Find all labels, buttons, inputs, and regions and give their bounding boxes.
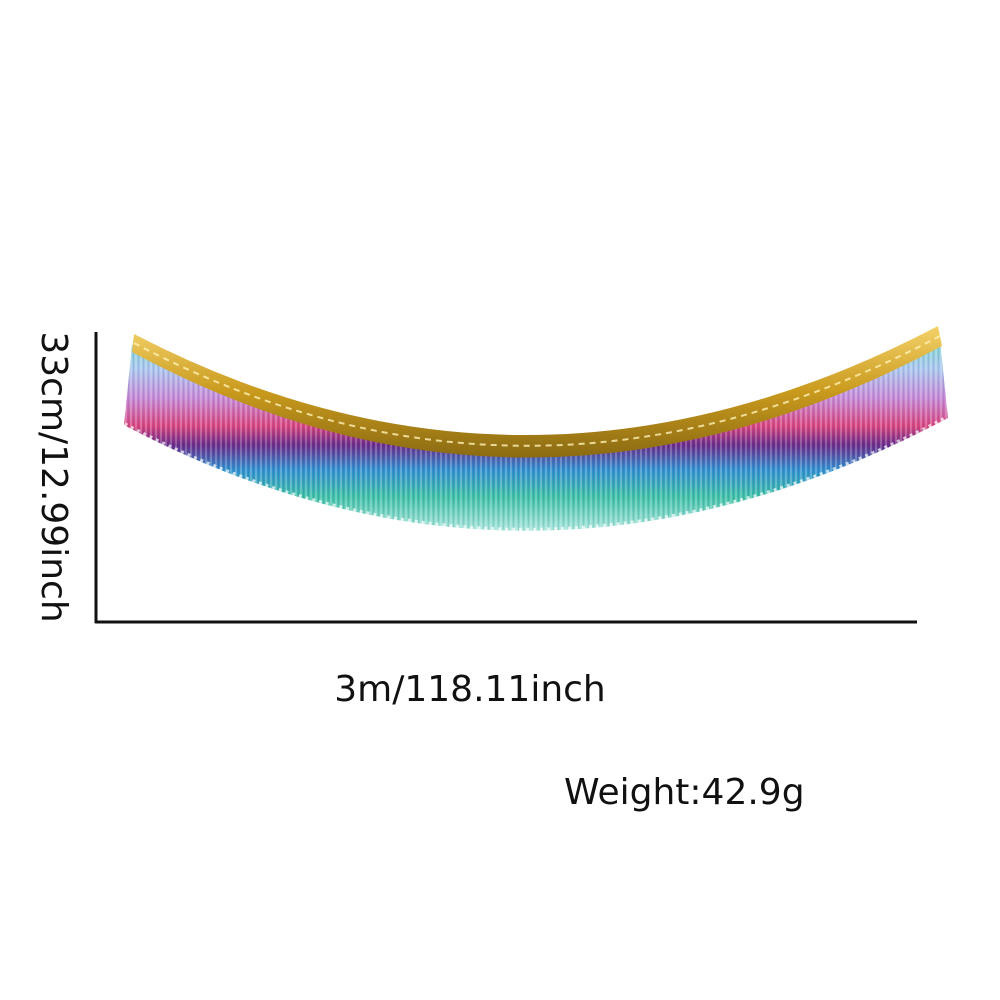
height-dimension-label: 33cm/12.99inch — [33, 331, 74, 623]
weight-label: Weight:42.9g — [564, 772, 805, 813]
fringe-jagged-edge — [122, 415, 950, 534]
dimension-axes — [94, 332, 917, 624]
fringe-strands — [124, 340, 948, 531]
fringe-garland — [122, 326, 950, 534]
gold-header-band — [132, 326, 942, 458]
width-dimension-label: 3m/118.11inch — [334, 669, 606, 710]
header-crinkle — [133, 335, 941, 447]
